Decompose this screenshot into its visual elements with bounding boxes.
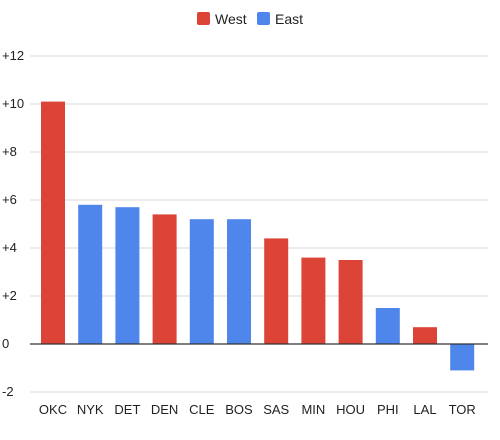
- x-tick-label: BOS: [225, 402, 253, 417]
- bars: [41, 101, 475, 371]
- bar-lal: [413, 327, 437, 344]
- legend[interactable]: West East: [197, 11, 303, 27]
- x-tick-label: PHI: [377, 402, 399, 417]
- bar-min: [301, 257, 326, 344]
- legend-swatch: [197, 12, 210, 25]
- y-tick-label: 0: [2, 336, 9, 351]
- y-tick-label: +4: [2, 240, 17, 255]
- y-tick-label: +10: [2, 96, 24, 111]
- y-tick-label: +2: [2, 288, 17, 303]
- bar-det: [115, 207, 140, 344]
- y-tick-label: -2: [2, 384, 14, 399]
- x-tick-label: NYK: [77, 402, 104, 417]
- bar-tor: [450, 344, 475, 371]
- bar-den: [152, 214, 177, 344]
- y-axis-tick-labels: -2 0 +2 +4 +6 +8 +10 +12: [2, 48, 24, 399]
- bar-sas: [264, 238, 289, 344]
- y-tick-label: +12: [2, 48, 24, 63]
- x-tick-label: CLE: [189, 402, 215, 417]
- bar-okc: [41, 101, 65, 344]
- bar-nyk: [78, 204, 103, 344]
- x-axis-category-labels: OKC NYK DET DEN CLE BOS SAS MIN HOU PHI LAL TOR: [39, 402, 476, 417]
- y-tick-label: +8: [2, 144, 17, 159]
- bar-phi: [375, 308, 400, 344]
- x-tick-label: LAL: [413, 402, 436, 417]
- gridlines: [30, 55, 488, 393]
- x-tick-label: HOU: [336, 402, 365, 417]
- y-tick-label: +6: [2, 192, 17, 207]
- x-tick-label: DET: [114, 402, 140, 417]
- bar-bos: [227, 219, 251, 344]
- x-tick-label: MIN: [301, 402, 325, 417]
- x-tick-label: OKC: [39, 402, 67, 417]
- bar-hou: [338, 260, 363, 344]
- x-tick-label: DEN: [151, 402, 178, 417]
- legend-label: West: [215, 11, 247, 27]
- legend-item-west[interactable]: West: [197, 11, 247, 27]
- legend-item-east[interactable]: East: [257, 11, 303, 27]
- legend-label: East: [275, 11, 303, 27]
- x-tick-label: SAS: [263, 402, 289, 417]
- x-tick-label: TOR: [449, 402, 476, 417]
- bar-cle: [189, 219, 214, 344]
- legend-swatch: [257, 12, 270, 25]
